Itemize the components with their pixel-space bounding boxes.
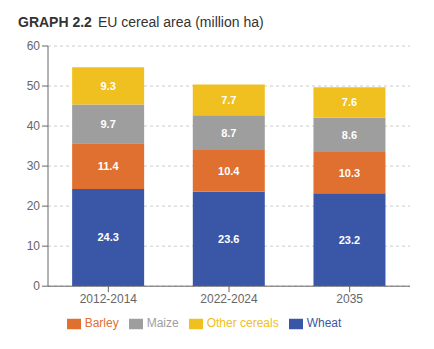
svg-text:0: 0 bbox=[33, 279, 40, 293]
svg-text:23.2: 23.2 bbox=[339, 234, 360, 246]
svg-text:60: 60 bbox=[27, 39, 41, 53]
svg-text:10.4: 10.4 bbox=[218, 165, 240, 177]
svg-text:50: 50 bbox=[27, 79, 41, 93]
svg-text:10: 10 bbox=[27, 239, 41, 253]
svg-text:9.7: 9.7 bbox=[100, 118, 115, 130]
html-text:Barley: Barley bbox=[84, 316, 119, 331]
html-text:Wheat: Wheat bbox=[306, 316, 342, 331]
svg-text:11.4: 11.4 bbox=[98, 160, 120, 172]
svg-text:2022-2024: 2022-2024 bbox=[200, 292, 258, 306]
svg-text:8.7: 8.7 bbox=[221, 127, 236, 139]
html-text:Other cereals: Other cereals bbox=[206, 316, 279, 331]
svg-text:7.7: 7.7 bbox=[221, 94, 236, 106]
svg-text:10.3: 10.3 bbox=[339, 167, 360, 179]
html-text:GRAPH 2.2 EU cereal area (mill: GRAPH 2.2 EU cereal area (million ha) bbox=[18, 14, 264, 30]
svg-text:2035: 2035 bbox=[336, 292, 363, 306]
svg-text:8.6: 8.6 bbox=[342, 129, 357, 141]
svg-text:20: 20 bbox=[27, 199, 41, 213]
svg-text:24.3: 24.3 bbox=[97, 231, 118, 243]
html-text:Maize: Maize bbox=[146, 316, 179, 331]
svg-text:40: 40 bbox=[27, 119, 41, 133]
svg-text:2012-2014: 2012-2014 bbox=[80, 292, 138, 306]
svg-text:9.3: 9.3 bbox=[100, 80, 115, 92]
svg-text:30: 30 bbox=[27, 159, 41, 173]
svg-text:23.6: 23.6 bbox=[218, 233, 239, 245]
svg-text:7.6: 7.6 bbox=[342, 96, 357, 108]
